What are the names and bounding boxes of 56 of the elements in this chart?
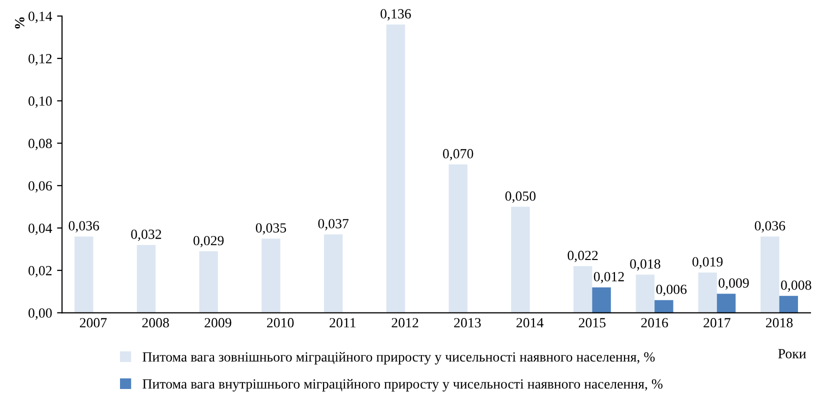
data-label: 0,006 — [656, 284, 687, 296]
y-tick-label: 0,04 — [28, 224, 52, 235]
legend-label: Питома вага внутрішнього міграційного приросту у чисельності наявного населення, % — [142, 379, 663, 392]
legend-label: Питома вага зовнішнього міграційного приросту у чисельності наявного населення, % — [142, 352, 655, 364]
x-tick-label: 2008 — [142, 318, 169, 328]
data-label: 0,029 — [194, 236, 224, 248]
bar — [592, 287, 611, 313]
x-tick-label: 2009 — [204, 318, 232, 328]
y-tick-label: 0,08 — [28, 138, 52, 150]
data-label: 0,012 — [594, 272, 624, 284]
data-label: 0,036 — [68, 221, 100, 232]
data-label: 0,037 — [318, 218, 349, 230]
data-label: 0,032 — [131, 230, 162, 241]
x-axis-title: Роки — [778, 349, 806, 358]
data-label: 0,008 — [781, 280, 812, 292]
x-tick-label: 2010 — [267, 318, 294, 328]
bar — [716, 294, 736, 313]
bar — [779, 296, 798, 313]
x-tick-label: 2015 — [578, 318, 606, 328]
data-label: 0,019 — [692, 257, 723, 269]
bar — [636, 274, 655, 313]
bar — [511, 206, 530, 313]
x-tick-label: 2018 — [766, 318, 793, 328]
data-label: 0,018 — [630, 259, 660, 271]
data-label: 0,022 — [568, 250, 598, 262]
bar — [573, 266, 592, 313]
y-tick-label: 0,10 — [28, 96, 52, 108]
y-tick-label: 0,00 — [28, 308, 52, 320]
bar — [74, 236, 94, 313]
x-tick-label: 2011 — [330, 318, 356, 328]
bar — [386, 24, 406, 313]
bar — [448, 164, 468, 313]
data-label: 0,136 — [380, 9, 411, 21]
bar — [324, 234, 343, 313]
y-tick-label: 0,02 — [28, 266, 52, 278]
data-label: 0,070 — [442, 149, 474, 160]
bar — [199, 251, 218, 313]
bar — [760, 236, 780, 313]
x-tick-label: 2012 — [392, 318, 418, 328]
x-tick-label: 2013 — [454, 318, 481, 328]
data-label: 0,009 — [718, 278, 749, 290]
x-tick-label: 2017 — [704, 318, 730, 328]
x-tick-label: 2016 — [641, 318, 668, 328]
bar — [136, 244, 156, 313]
bar — [698, 272, 717, 313]
y-tick-label: 0,06 — [28, 181, 52, 193]
y-axis-title: % — [14, 17, 24, 29]
bar — [654, 300, 674, 313]
x-tick-label: 2014 — [516, 318, 544, 328]
data-label: 0,036 — [754, 221, 786, 232]
y-tick-label: 0,12 — [28, 54, 52, 66]
y-tick-label: 0,14 — [28, 12, 52, 23]
bar — [262, 238, 280, 313]
data-label: 0,035 — [256, 223, 286, 235]
data-label: 0,050 — [505, 191, 536, 203]
x-tick-label: 2007 — [80, 318, 107, 328]
